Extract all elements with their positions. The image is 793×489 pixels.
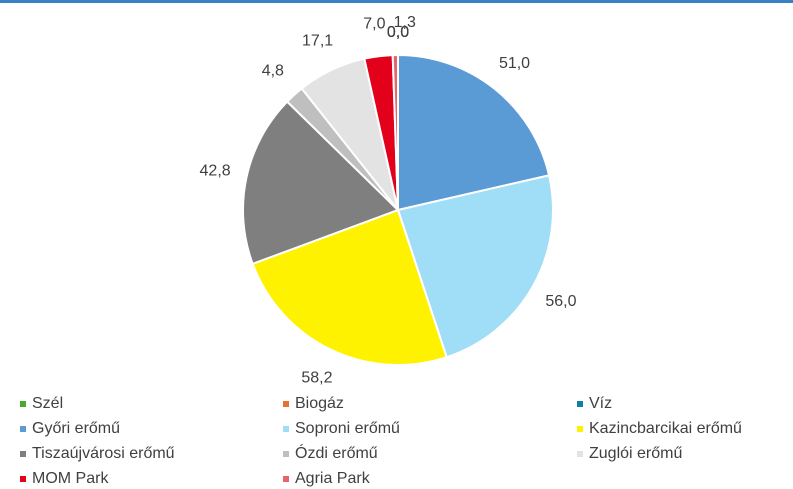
data-label: 56,0 [545, 293, 576, 310]
legend-label: Biogáz [295, 395, 344, 412]
legend-label: Szél [32, 395, 63, 412]
legend-label: Zuglói erőmű [589, 445, 682, 462]
legend-label: MOM Park [32, 470, 109, 487]
pie-slice [396, 174, 554, 359]
data-label: 0,0 [387, 24, 409, 41]
legend-swatch [20, 401, 26, 407]
top-border [0, 0, 793, 3]
legend-swatch [283, 451, 289, 457]
legend-label: Ózdi erőmű [295, 443, 378, 462]
legend-label: Győri erőmű [32, 420, 120, 437]
legend-swatch [20, 451, 26, 457]
legend-swatch [283, 476, 289, 482]
data-label: 58,2 [301, 370, 332, 387]
pie-slice [251, 208, 448, 366]
legend-label: Agria Park [295, 470, 371, 487]
legend-swatch [283, 426, 289, 432]
legend-swatch [577, 451, 583, 457]
legend-label: Víz [589, 395, 612, 412]
data-label: 1,3 [394, 14, 416, 31]
legend-label: Tiszaújvárosi erőmű [32, 445, 175, 462]
legend-swatch [20, 426, 26, 432]
legend-swatch [577, 426, 583, 432]
pie-slice [242, 100, 400, 266]
data-label: 7,0 [363, 16, 385, 33]
data-label: 0,0 [387, 24, 409, 41]
data-label: 42,8 [200, 162, 231, 179]
legend-swatch [20, 476, 26, 482]
data-label: 0,0 [387, 24, 409, 41]
legend-swatch [577, 401, 583, 407]
legend-label: Soproni erőmű [295, 420, 400, 437]
data-label: 17,1 [302, 32, 333, 49]
legend-swatch [283, 401, 289, 407]
data-label: 4,8 [262, 62, 284, 79]
pie-slice [391, 53, 399, 211]
data-label: 51,0 [499, 55, 530, 72]
legend-label: Kazincbarcikai erőmű [589, 420, 742, 437]
pie-slice [397, 53, 551, 212]
